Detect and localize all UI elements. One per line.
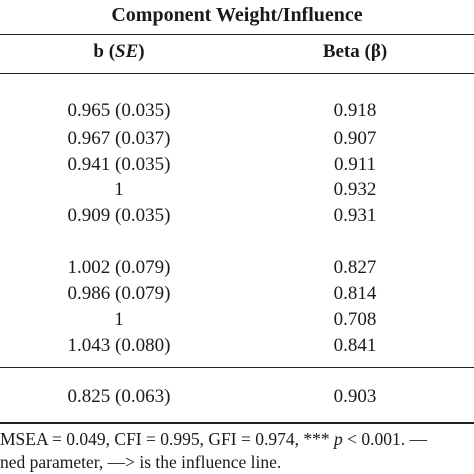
- table-cell-beta: 0.903: [333, 386, 377, 407]
- table-cell-beta: 0.911: [333, 154, 377, 175]
- table-cell-beta: 0.907: [333, 128, 377, 149]
- column-header-b: b (SE): [93, 40, 144, 64]
- table-cell-b: 0.909 (0.035): [67, 205, 171, 226]
- column-header-b-prefix: b (: [93, 41, 116, 62]
- table-cell-b: 1: [114, 309, 124, 330]
- table-cell-beta: 0.932: [333, 179, 377, 200]
- table-cell-b: 0.965 (0.035): [67, 100, 171, 121]
- table-cell-beta: 0.827: [333, 257, 377, 278]
- footnote-text: MSEA = 0.049, CFI = 0.995, GFI = 0.974, …: [0, 429, 334, 449]
- table-cell-b: 0.986 (0.079): [67, 283, 171, 304]
- table-cell-b: 1: [114, 179, 124, 200]
- column-header-b-se: SE: [115, 41, 139, 62]
- table-cell-b: 0.941 (0.035): [67, 154, 171, 175]
- table-bottom-rule: [0, 422, 474, 424]
- footnote-text: < 0.001. —: [342, 429, 427, 449]
- table-cell-b: 1.002 (0.079): [67, 257, 171, 278]
- table-cell-beta: 0.708: [333, 309, 377, 330]
- table-cell-b: 0.967 (0.037): [67, 128, 171, 149]
- table-cell-b: 0.825 (0.063): [67, 386, 171, 407]
- table-cell-beta: 0.841: [333, 335, 377, 356]
- footnote-line-1: MSEA = 0.049, CFI = 0.995, GFI = 0.974, …: [0, 428, 427, 450]
- section-divider: [0, 367, 474, 368]
- column-header-beta: Beta (β): [322, 41, 388, 62]
- header-divider: [0, 34, 474, 35]
- group-header: Component Weight/Influence: [111, 4, 363, 26]
- table-cell-beta: 0.814: [333, 283, 377, 304]
- table-cell-beta: 0.931: [333, 205, 377, 226]
- table-cell-beta: 0.918: [333, 100, 377, 121]
- table-cell-b: 1.043 (0.080): [67, 335, 171, 356]
- column-header-rule: [0, 73, 474, 74]
- column-header-b-suffix: ): [138, 41, 145, 62]
- footnote-line-2: ned parameter, —> is the influence line.: [0, 452, 282, 472]
- footnote-p-symbol: p: [333, 429, 343, 449]
